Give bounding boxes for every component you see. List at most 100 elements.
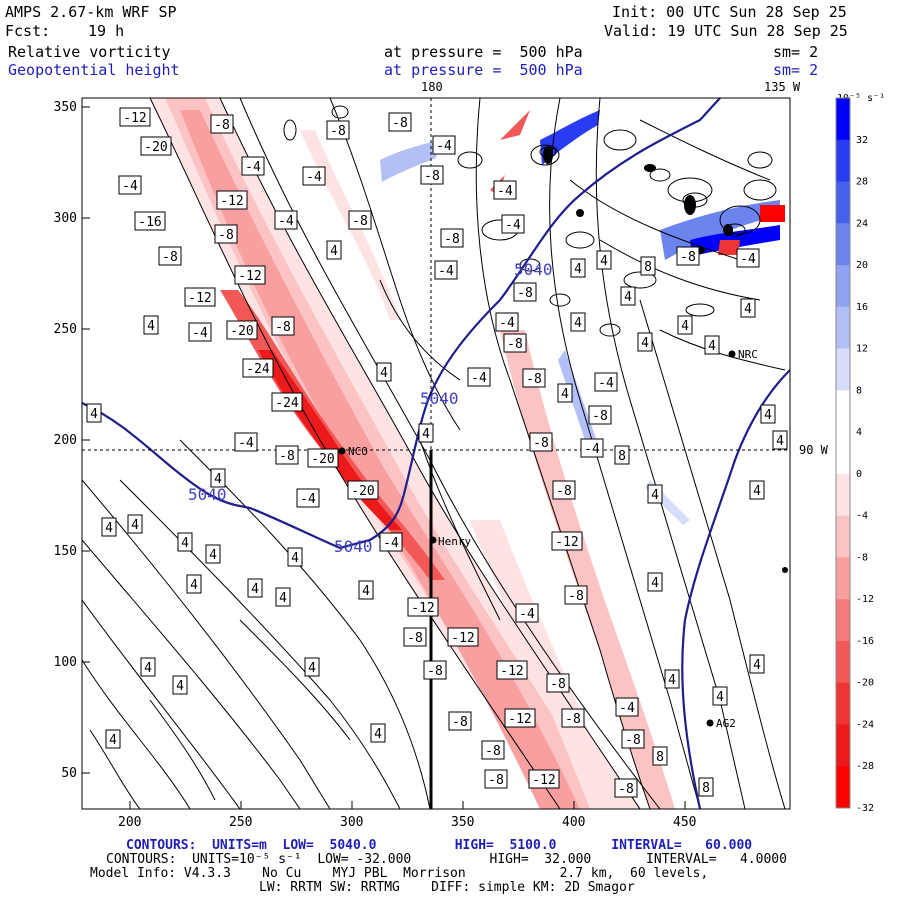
svg-text:-12: -12 bbox=[508, 712, 531, 727]
vorticity-label: -4 bbox=[615, 697, 639, 717]
y-tick: 50 bbox=[61, 766, 77, 781]
vorticity-label: 4 bbox=[647, 572, 663, 592]
svg-text:-8: -8 bbox=[533, 436, 549, 451]
reference-lines bbox=[82, 98, 790, 451]
svg-text:-12: -12 bbox=[123, 111, 146, 126]
svg-text:-8: -8 bbox=[427, 664, 443, 679]
footer-physics-info: LW: RRTM SW: RRTMG DIFF: simple KM: 2D S… bbox=[259, 880, 635, 895]
vorticity-label: -8 bbox=[676, 246, 700, 266]
vorticity-label: -8 bbox=[564, 585, 588, 605]
vorticity-label: -4 bbox=[302, 166, 326, 186]
colorbar-label: -12 bbox=[856, 594, 874, 605]
vorticity-label: 4 bbox=[370, 723, 386, 743]
vorticity-label: 4 bbox=[637, 332, 653, 352]
vorticity-label: 4 bbox=[358, 580, 374, 600]
svg-text:4: 4 bbox=[251, 582, 259, 597]
svg-text:4: 4 bbox=[668, 673, 676, 688]
svg-text:4: 4 bbox=[574, 316, 582, 331]
vorticity-label: 4 bbox=[596, 250, 612, 270]
vorticity-label: -8 bbox=[588, 405, 612, 425]
colorbar-swatch bbox=[836, 724, 850, 767]
station-marker bbox=[429, 536, 437, 544]
svg-text:-12: -12 bbox=[451, 631, 474, 646]
vorticity-label: -8 bbox=[481, 740, 505, 760]
svg-text:4: 4 bbox=[600, 254, 608, 269]
vorticity-label: 8 bbox=[698, 777, 714, 797]
vorticity-label: -4 bbox=[736, 248, 760, 268]
colorbar-swatch bbox=[836, 306, 850, 350]
vorticity-label: -8 bbox=[420, 165, 444, 185]
vorticity-label: 4 bbox=[749, 480, 765, 500]
svg-text:-8: -8 bbox=[407, 631, 423, 646]
colorbar-frame bbox=[835, 97, 851, 809]
svg-text:-4: -4 bbox=[122, 179, 138, 194]
station-nrc-label: NRC bbox=[738, 348, 758, 361]
svg-text:-4: -4 bbox=[278, 214, 294, 229]
vorticity-label: -4 bbox=[515, 603, 539, 623]
svg-text:8: 8 bbox=[702, 781, 710, 796]
svg-text:-4: -4 bbox=[740, 252, 756, 267]
svg-text:4: 4 bbox=[651, 488, 659, 503]
svg-text:-12: -12 bbox=[238, 269, 261, 284]
station-nco-label: NCO bbox=[348, 445, 368, 458]
forecast-label: Fcst: bbox=[5, 22, 51, 40]
svg-text:-8: -8 bbox=[485, 744, 501, 759]
vorticity-label: 4 bbox=[177, 532, 193, 552]
colorbar-label: 32 bbox=[856, 135, 868, 146]
meridian-90w-label: 90 W bbox=[799, 443, 829, 457]
svg-text:-8: -8 bbox=[424, 169, 440, 184]
svg-text:4: 4 bbox=[176, 679, 184, 694]
svg-text:4: 4 bbox=[641, 336, 649, 351]
svg-text:-4: -4 bbox=[192, 326, 208, 341]
svg-text:-4: -4 bbox=[619, 701, 635, 716]
svg-text:-12: -12 bbox=[532, 773, 555, 788]
vorticity-label: -4 bbox=[379, 532, 403, 552]
vorticity-label: -20 bbox=[226, 320, 258, 340]
colorbar-swatch bbox=[836, 348, 850, 391]
vorticity-label: -8 bbox=[621, 729, 645, 749]
colorbar-label: 28 bbox=[856, 177, 868, 188]
vorticity-label: -8 bbox=[158, 246, 182, 266]
height-labels: 5040 5040 5040 5040 bbox=[188, 260, 553, 556]
vorticity-label: -12 bbox=[551, 531, 583, 551]
vorticity-label: -4 bbox=[594, 372, 618, 392]
colorbar-swatch bbox=[836, 390, 850, 433]
vorticity-label: -8 bbox=[388, 112, 412, 132]
vorticity-label: -4 bbox=[432, 135, 456, 155]
vorticity-label: -8 bbox=[448, 711, 472, 731]
vorticity-label: -8 bbox=[275, 445, 299, 465]
meridian-180-label: 180 bbox=[421, 80, 443, 94]
svg-text:4: 4 bbox=[109, 733, 117, 748]
vorticity-label: -8 bbox=[552, 480, 576, 500]
svg-text:-12: -12 bbox=[500, 664, 523, 679]
vorticity-label: -4 bbox=[234, 432, 258, 452]
x-tick: 350 bbox=[451, 815, 474, 830]
svg-text:-4: -4 bbox=[584, 442, 600, 457]
colorbar-label: 16 bbox=[856, 302, 868, 313]
colorbar-label: -16 bbox=[856, 636, 874, 647]
colorbar-label: -8 bbox=[856, 552, 868, 563]
vorticity-label: -8 bbox=[326, 120, 350, 140]
y-axis-labels: 350 300 250 200 150 100 50 bbox=[54, 100, 77, 781]
svg-text:-8: -8 bbox=[214, 118, 230, 133]
vorticity-label: -4 bbox=[118, 175, 142, 195]
vorticity-label: -8 bbox=[522, 368, 546, 388]
vorticity-label: 8 bbox=[652, 746, 668, 766]
svg-text:-20: -20 bbox=[144, 140, 167, 155]
svg-text:-4: -4 bbox=[438, 264, 454, 279]
vorticity-label: -8 bbox=[403, 627, 427, 647]
model-title: AMPS 2.67-km WRF SP bbox=[5, 3, 177, 21]
colorbar-swatch bbox=[836, 432, 850, 475]
svg-text:4: 4 bbox=[422, 427, 430, 442]
height-contours bbox=[82, 98, 790, 809]
svg-text:4: 4 bbox=[764, 408, 772, 423]
vorticity-label: 4 bbox=[127, 514, 143, 534]
svg-text:4: 4 bbox=[561, 387, 569, 402]
vorticity-label: -12 bbox=[184, 287, 216, 307]
svg-text:4: 4 bbox=[716, 690, 724, 705]
svg-text:4: 4 bbox=[90, 407, 98, 422]
svg-text:-8: -8 bbox=[625, 733, 641, 748]
svg-text:-12: -12 bbox=[188, 291, 211, 306]
footer-height-contours: CONTOURS: UNITS=m LOW= 5040.0 HIGH= 5100… bbox=[126, 838, 753, 853]
vorticity-label: -8 bbox=[546, 673, 570, 693]
